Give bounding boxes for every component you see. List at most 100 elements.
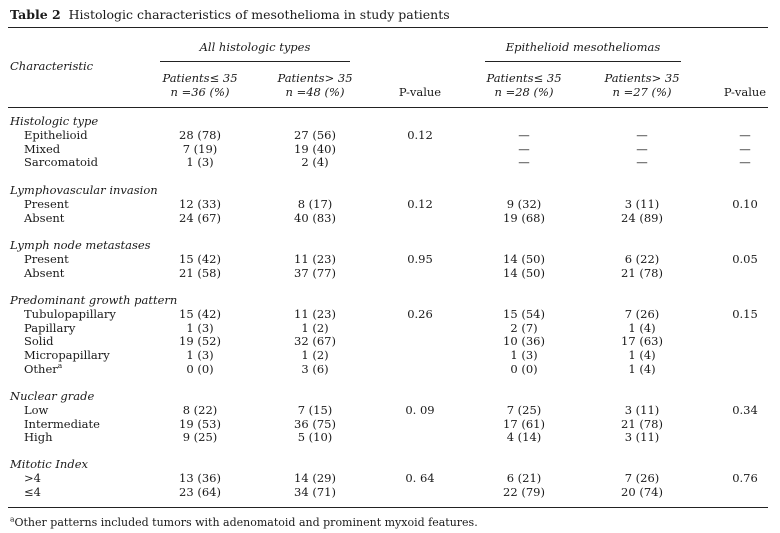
row-label-text: Mixed (24, 141, 61, 156)
header-rule (8, 107, 768, 108)
header-group-all: All histologic types (199, 40, 311, 54)
cell-c: 1 (3) (510, 348, 538, 362)
row-label-text: Low (24, 402, 49, 417)
row-label: Absent (24, 266, 64, 280)
cell-p: 0.26 (407, 306, 433, 321)
section-header: Histologic type (10, 114, 99, 128)
row-label-text: ≤4 (24, 484, 41, 499)
cell-p2: 0.10 (732, 196, 758, 211)
cell-c: 6 (21) (506, 470, 542, 485)
header-all-col2-line1: Patients> 35 (277, 71, 353, 85)
cell-c: 4 (14) (506, 430, 542, 445)
row-label: Epithelioid (24, 127, 88, 142)
row-label-text: Other (24, 361, 58, 376)
table-caption: Histologic characteristics of mesothelio… (68, 7, 450, 22)
row-label: ≤4 (24, 484, 41, 499)
header-pvalue-2: P-value (723, 85, 767, 99)
cell-d: 7 (26) (624, 470, 660, 485)
cell-a: 24 (67) (179, 210, 221, 225)
cell-a: 13 (36) (179, 470, 221, 485)
cell-c: — (518, 127, 530, 142)
cell-a: 1 (3) (186, 155, 214, 170)
row-label: Sarcomatoid (24, 156, 98, 169)
cell-b: 11 (23) (294, 306, 336, 321)
row-label: >4 (24, 470, 41, 485)
section-header: Lymph node metastases (10, 238, 151, 252)
row-label-text: Tubulopapillary (24, 306, 116, 321)
footnote-mark: a (10, 514, 15, 524)
cell-b: 1 (2) (301, 320, 329, 335)
cell-a: 8 (22) (182, 402, 218, 417)
row-label: Micropapillary (24, 349, 110, 362)
cell-a: 7 (19) (182, 141, 218, 156)
row-label-text: Present (24, 251, 69, 266)
cell-b: 1 (2) (301, 348, 329, 362)
cell-a: 15 (42) (179, 251, 221, 266)
row-label: Mixed (24, 141, 61, 156)
row-label: High (24, 431, 52, 444)
cell-p: 0.95 (407, 251, 433, 266)
row-label-text: Micropapillary (24, 348, 110, 362)
cell-b: 14 (29) (294, 470, 336, 485)
cell-p: 0.12 (407, 196, 433, 211)
cell-d: 1 (4) (628, 361, 656, 376)
row-label-text: Sarcomatoid (24, 155, 98, 170)
cell-b: 36 (75) (294, 416, 336, 431)
cell-p2: — (739, 141, 751, 156)
cell-b: 40 (83) (294, 210, 336, 225)
cell-c: — (518, 155, 530, 170)
cell-d: 21 (78) (621, 265, 663, 280)
cell-p2: — (739, 155, 751, 170)
table-number: Table 2 (10, 7, 61, 22)
cell-a: 19 (52) (179, 334, 221, 349)
cell-d: 1 (4) (628, 348, 656, 362)
row-label-text: >4 (24, 470, 41, 485)
row-label: Intermediate (24, 417, 100, 431)
row-label-text: High (24, 430, 53, 445)
cell-p: 0. 64 (405, 470, 435, 485)
cell-d: — (636, 127, 648, 142)
cell-d: 6 (22) (624, 251, 660, 266)
row-label-text: Present (24, 196, 69, 211)
cell-c: 15 (54) (503, 306, 545, 321)
section-header: Nuclear grade (10, 389, 95, 403)
cell-p2: 0.15 (732, 306, 758, 321)
cell-a: 19 (53) (179, 416, 221, 431)
row-label: Papillary (24, 320, 76, 335)
cell-a: 0 (0) (186, 361, 214, 376)
row-label: Absent (24, 210, 65, 225)
group-epi-rule (485, 61, 681, 62)
cell-c: 7 (25) (506, 402, 542, 417)
cell-d: 3 (11) (624, 430, 660, 445)
cell-p2: 0.76 (732, 470, 758, 485)
cell-p: 0.12 (407, 127, 433, 142)
cell-c: 0 (0) (510, 361, 538, 376)
header-all-col2-line2: n =48 (%) (285, 85, 345, 99)
cell-b: 2 (4) (301, 155, 329, 170)
group-all-rule (160, 61, 350, 62)
row-label-text: Absent (24, 210, 65, 225)
cell-b: 37 (77) (294, 265, 336, 280)
section-header: Mitotic Index (10, 457, 88, 471)
cell-c: 9 (32) (506, 196, 542, 211)
row-label: Low (24, 402, 49, 417)
footnote-text: Other patterns included tumors with aden… (14, 516, 478, 529)
row-label-text: Epithelioid (24, 127, 88, 142)
header-all-col1-line2: n =36 (%) (170, 85, 230, 99)
top-rule (8, 27, 768, 28)
cell-a: 1 (3) (186, 320, 214, 335)
cell-b: 8 (17) (297, 196, 333, 211)
cell-b: 19 (40) (294, 141, 336, 156)
cell-p2: — (739, 127, 751, 142)
cell-a: 28 (78) (179, 127, 221, 142)
cell-c: 10 (36) (503, 334, 545, 349)
cell-d: — (636, 155, 648, 170)
cell-c: 22 (79) (503, 484, 545, 499)
table-title: Table 2 Histologic characteristics of me… (10, 7, 450, 22)
cell-c: — (518, 141, 530, 156)
row-label-text: Papillary (24, 320, 76, 335)
header-epi-col2-line2: n =27 (%) (612, 85, 672, 99)
header-characteristic: Characteristic (10, 59, 94, 73)
table-footnote: aOther patterns included tumors with ade… (10, 514, 478, 529)
header-epi-col2-line1: Patients> 35 (604, 71, 680, 85)
